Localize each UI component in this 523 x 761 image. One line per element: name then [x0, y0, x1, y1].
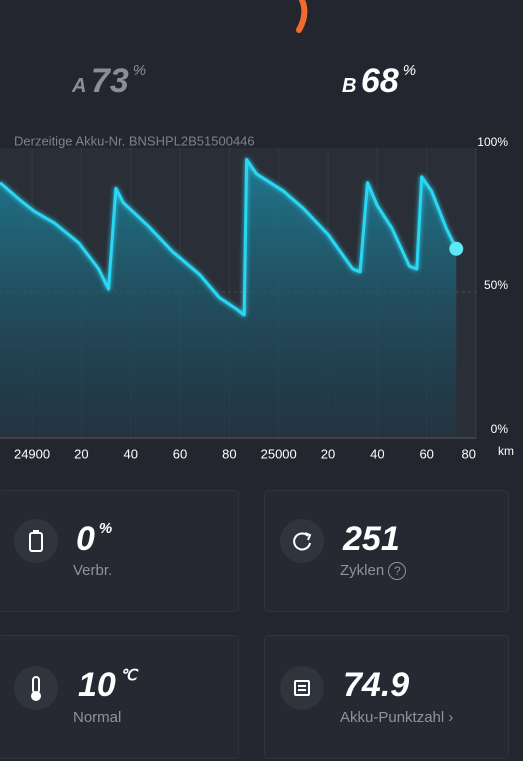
- x-tick-label: 60: [419, 446, 433, 461]
- score-icon: [280, 666, 324, 710]
- chevron: ›: [448, 709, 454, 726]
- temperature-icon: [14, 666, 58, 710]
- y-tick-label: 50%: [484, 278, 508, 292]
- subtitle: Derzeitige Akku-Nr. BNSHPL2B51500446: [14, 133, 255, 148]
- battery-a: A 73%: [72, 62, 146, 101]
- x-tick-label: 40: [123, 446, 137, 461]
- stat-label: Zyklen ?: [340, 562, 407, 581]
- x-axis-label: km: [498, 444, 514, 458]
- stat-label: Verbr.: [73, 562, 113, 579]
- card: [264, 490, 509, 612]
- x-tick-label: 60: [173, 446, 187, 461]
- card[interactable]: [264, 635, 509, 759]
- unit: %: [98, 520, 113, 537]
- label: Zyklen: [340, 562, 385, 579]
- unit: %: [402, 62, 417, 79]
- x-tick-label: 24900: [14, 446, 50, 461]
- value: 0: [76, 520, 95, 558]
- current-point: [449, 241, 464, 256]
- cycle-icon: [280, 519, 324, 563]
- unit: ℃: [119, 667, 137, 684]
- x-tick-label: 80: [462, 446, 476, 461]
- x-tick-label: 20: [321, 446, 335, 461]
- stat-value: 10 ℃: [78, 666, 137, 705]
- label: B: [342, 75, 357, 97]
- decor: [296, 0, 308, 33]
- battery-b: B 68%: [342, 62, 416, 101]
- stat-label[interactable]: Akku-Punktzahl ›: [340, 709, 453, 726]
- value: 73: [90, 62, 129, 100]
- value: 10: [78, 666, 116, 704]
- label: A: [72, 75, 87, 97]
- y-tick-label: 0%: [491, 422, 509, 436]
- stat-value: 0%: [76, 520, 112, 559]
- x-tick-label: 25000: [261, 446, 297, 461]
- stat-value: 74.9: [343, 666, 410, 704]
- y-tick-label: 100%: [477, 135, 508, 149]
- stat-value: 251: [343, 520, 400, 558]
- value: 68: [360, 62, 399, 100]
- stat-label: Normal: [73, 709, 122, 726]
- battery-icon: [14, 519, 58, 563]
- label: Akku-Punktzahl: [340, 709, 445, 726]
- chart: Derzeitige Akku-Nr. BNSHPL2B51500446 km …: [0, 133, 514, 461]
- help-icon[interactable]: ?: [388, 562, 407, 581]
- x-tick-label: 40: [370, 446, 384, 461]
- x-tick-label: 80: [222, 446, 236, 461]
- line: [0, 158, 458, 317]
- x-tick-label: 20: [74, 446, 88, 461]
- unit: %: [132, 62, 147, 79]
